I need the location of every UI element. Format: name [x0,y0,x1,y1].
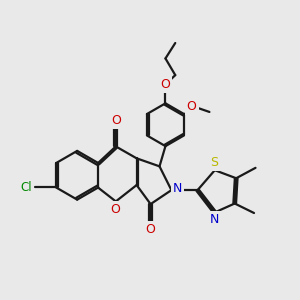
Text: O: O [160,78,170,91]
Text: N: N [209,213,219,226]
Text: N: N [173,182,182,195]
Text: O: O [111,114,121,128]
Text: O: O [187,100,196,112]
Text: O: O [146,223,155,236]
Text: S: S [210,156,218,169]
Text: Cl: Cl [20,181,32,194]
Text: O: O [110,202,120,216]
